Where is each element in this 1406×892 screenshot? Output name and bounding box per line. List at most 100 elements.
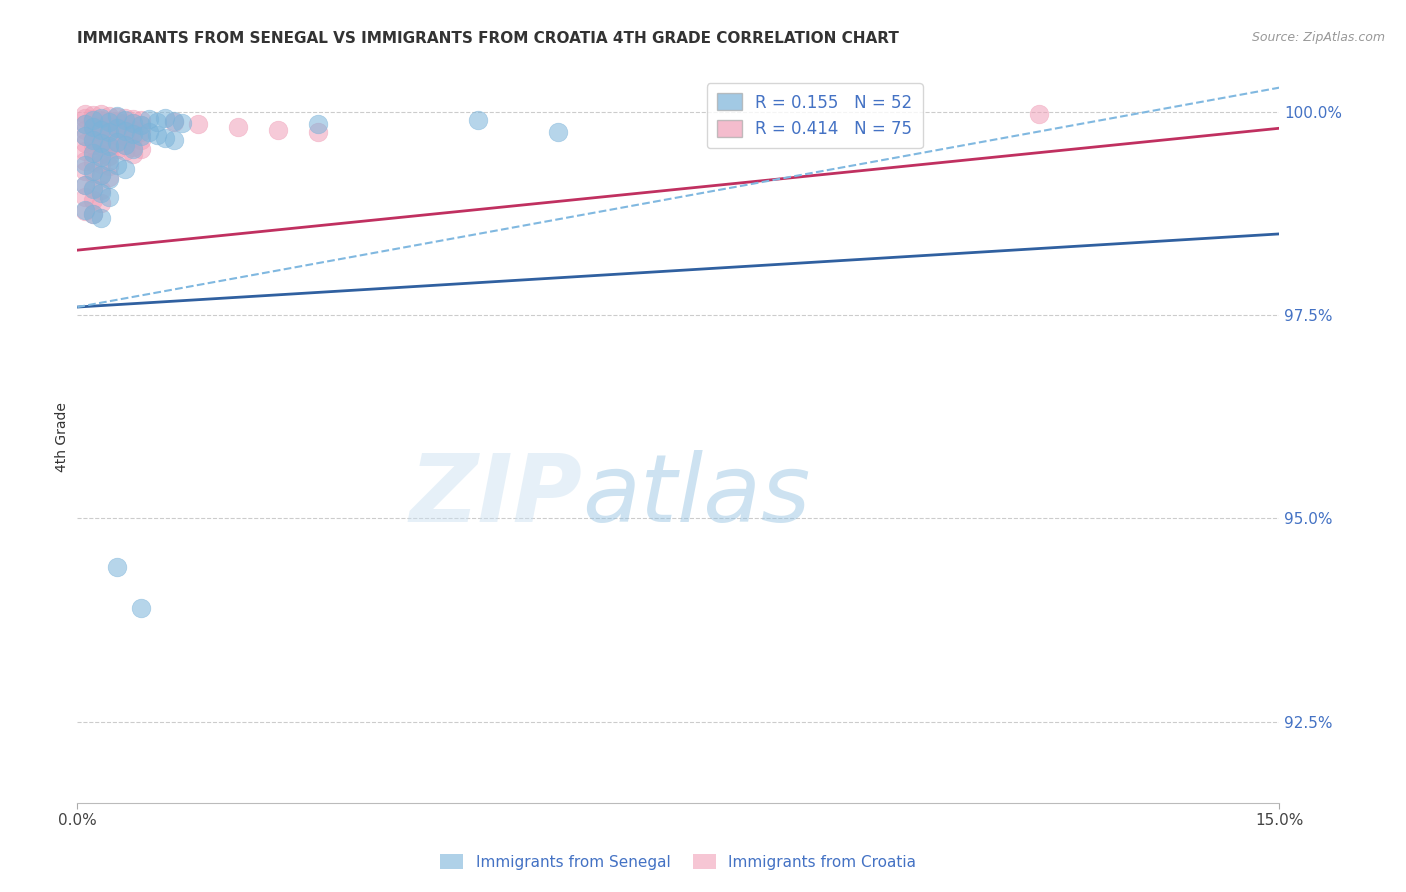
Point: [98, 125, 121, 139]
Point: [98, 114, 121, 128]
Point: [98, 169, 121, 184]
Point: [114, 144, 136, 158]
Point: [75, 163, 97, 178]
Point: [131, 113, 153, 128]
Point: [82, 118, 104, 132]
Point: [90, 112, 112, 126]
Point: [131, 142, 153, 156]
Text: Source: ZipAtlas.com: Source: ZipAtlas.com: [1251, 31, 1385, 45]
Point: [82, 166, 104, 180]
Point: [82, 124, 104, 138]
Point: [82, 145, 104, 160]
Point: [90, 169, 112, 183]
Point: [90, 147, 112, 161]
Point: [75, 204, 97, 219]
Point: [90, 119, 112, 133]
Point: [131, 118, 153, 132]
Point: [75, 136, 97, 150]
Point: [90, 107, 112, 121]
Point: [90, 133, 112, 147]
Point: [122, 147, 145, 161]
Point: [98, 109, 121, 123]
Point: [82, 120, 104, 134]
Point: [114, 113, 136, 128]
Point: [75, 178, 97, 193]
Text: IMMIGRANTS FROM SENEGAL VS IMMIGRANTS FROM CROATIA 4TH GRADE CORRELATION CHART: IMMIGRANTS FROM SENEGAL VS IMMIGRANTS FR…: [77, 31, 900, 46]
Point: [146, 128, 169, 142]
Point: [90, 136, 112, 150]
Point: [98, 171, 121, 186]
Point: [122, 115, 145, 129]
Point: [122, 123, 145, 137]
Point: [107, 128, 129, 142]
Point: [107, 136, 129, 150]
Point: [90, 139, 112, 153]
Point: [162, 114, 184, 128]
Point: [90, 150, 112, 164]
Point: [107, 135, 129, 149]
Point: [98, 149, 121, 163]
Point: [122, 140, 145, 154]
Point: [107, 121, 129, 136]
Point: [547, 125, 569, 139]
Point: [162, 114, 184, 128]
Point: [82, 108, 104, 122]
Point: [107, 114, 129, 128]
Point: [131, 124, 153, 138]
Point: [98, 139, 121, 153]
Point: [82, 133, 104, 147]
Point: [98, 120, 121, 134]
Point: [187, 117, 209, 131]
Point: [90, 186, 112, 201]
Point: [107, 560, 129, 574]
Point: [131, 133, 153, 147]
Text: ZIP: ZIP: [409, 450, 582, 541]
Point: [170, 116, 193, 130]
Point: [114, 121, 136, 136]
Point: [98, 159, 121, 173]
Point: [75, 123, 97, 137]
Point: [75, 144, 97, 158]
Point: [90, 169, 112, 183]
Text: atlas: atlas: [582, 450, 810, 541]
Point: [98, 141, 121, 155]
Point: [98, 114, 121, 128]
Point: [90, 123, 112, 137]
Point: [75, 117, 97, 131]
Point: [131, 129, 153, 144]
Point: [122, 142, 145, 156]
Point: [90, 196, 112, 211]
Point: [138, 112, 160, 127]
Point: [82, 145, 104, 160]
Point: [155, 111, 177, 125]
Point: [107, 109, 129, 123]
Point: [122, 116, 145, 130]
Point: [90, 125, 112, 139]
Point: [114, 111, 136, 125]
Point: [98, 190, 121, 204]
Legend: Immigrants from Senegal, Immigrants from Croatia: Immigrants from Senegal, Immigrants from…: [434, 847, 922, 876]
Point: [107, 142, 129, 156]
Point: [122, 131, 145, 145]
Point: [75, 129, 97, 144]
Point: [82, 131, 104, 145]
Point: [75, 178, 97, 193]
Point: [90, 211, 112, 225]
Point: [114, 124, 136, 138]
Point: [226, 120, 249, 134]
Point: [98, 134, 121, 148]
Point: [107, 158, 129, 172]
Point: [114, 161, 136, 176]
Point: [107, 110, 129, 124]
Point: [307, 125, 329, 139]
Point: [114, 129, 136, 144]
Point: [75, 153, 97, 168]
Point: [75, 190, 97, 204]
Point: [267, 123, 290, 137]
Point: [82, 113, 104, 128]
Point: [75, 106, 97, 120]
Point: [82, 137, 104, 152]
Point: [467, 113, 489, 128]
Point: [82, 180, 104, 194]
Point: [122, 127, 145, 141]
